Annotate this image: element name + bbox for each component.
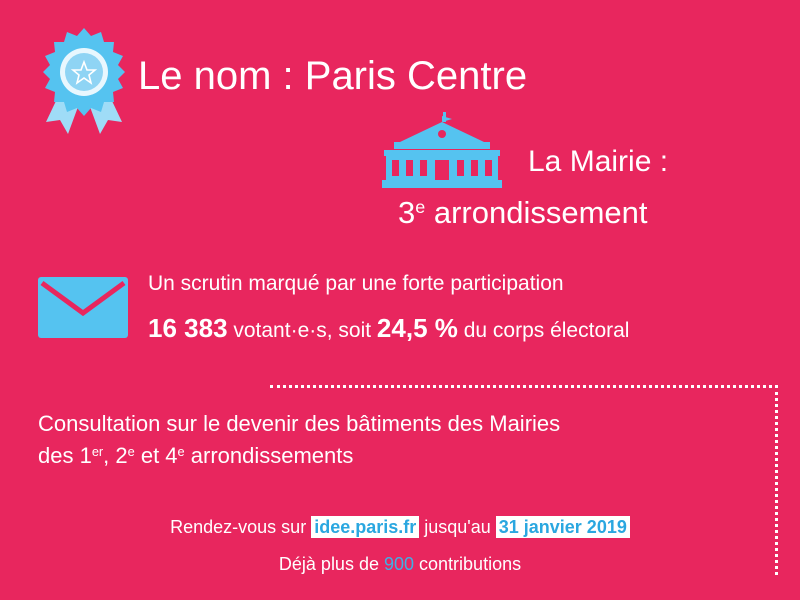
contributions-suffix: contributions	[414, 554, 522, 574]
town-hall-icon	[382, 112, 502, 188]
consultation-text: Consultation sur le devenir des bâtiment…	[38, 408, 738, 475]
deadline-date: 31 janvier 2019	[495, 516, 630, 538]
contributions-prefix: Déjà plus de	[278, 554, 384, 574]
consultation-sup: e	[127, 443, 135, 459]
arrondissement-text: arrondissement	[425, 195, 648, 230]
participation-text: du corps électoral	[457, 319, 630, 342]
consultation-line-1: Consultation sur le devenir des bâtiment…	[38, 411, 561, 436]
consultation-text-part: et 4	[134, 443, 178, 468]
mairie-label: La Mairie :	[528, 145, 669, 178]
vote-headline: Un scrutin marqué par une forte particip…	[148, 272, 564, 295]
rendezvous-prefix: Rendez-vous sur	[170, 517, 312, 537]
consultation-text-part: des 1	[38, 443, 92, 468]
rendezvous-line: Rendez-vous sur idee.paris.fr jusqu'au 3…	[0, 512, 800, 542]
vote-stats: 16 383 votant·e·s, soit 24,5 % du corps …	[148, 310, 629, 349]
arrondissement-line: 3e arrondissement	[398, 192, 648, 238]
consultation-text-part: arrondissements	[184, 443, 354, 468]
award-ribbon-icon	[43, 28, 125, 134]
rendezvous-middle: jusqu'au	[419, 517, 496, 537]
idee-paris-link[interactable]: idee.paris.fr	[311, 516, 420, 538]
participation-percent: 24,5 %	[376, 313, 458, 343]
consultation-sup: er	[91, 443, 104, 459]
consultation-line-2: des 1er, 2e et 4e arrondissements	[38, 440, 738, 475]
contributions-count: 900	[383, 554, 415, 574]
votants-number: 16 383	[148, 313, 228, 343]
envelope-icon	[38, 277, 128, 338]
consultation-text-part: , 2	[103, 443, 128, 468]
dotted-border-right	[775, 385, 778, 575]
arrondissement-number: 3	[398, 195, 416, 230]
votants-text: votant·e·s, soit	[227, 319, 377, 342]
contributions-line: Déjà plus de 900 contributions	[0, 550, 800, 578]
dotted-border-top	[270, 385, 778, 388]
arrondissement-sup: e	[415, 197, 426, 218]
consultation-sup: e	[177, 443, 185, 459]
page-title: Le nom : Paris Centre	[138, 54, 528, 98]
